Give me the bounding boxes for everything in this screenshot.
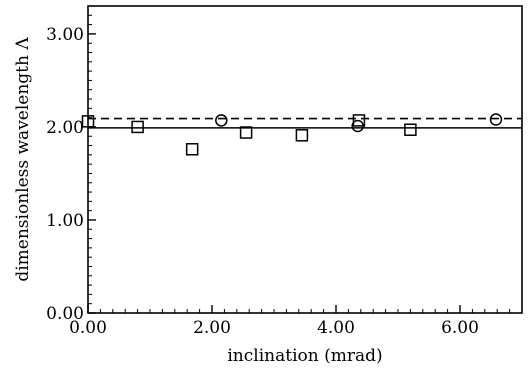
- x-tick-label: 0.00: [69, 318, 107, 338]
- square-data-point: [239, 126, 253, 139]
- x-tick-label: 4.00: [317, 318, 355, 338]
- y-axis-label: dimensionless wavelength Λ: [13, 37, 33, 282]
- circle-data-point: [215, 114, 228, 127]
- square-data-point: [81, 115, 95, 128]
- plot-frame: [87, 5, 523, 314]
- square-data-point: [404, 123, 417, 136]
- circle-data-point: [351, 119, 364, 133]
- square-data-point: [352, 114, 366, 127]
- y-tick-label: 3.00: [46, 25, 84, 45]
- reference-lines: [88, 117, 522, 129]
- y-tick-label: 1.00: [46, 211, 84, 231]
- square-data-point: [131, 120, 144, 134]
- data-markers: [81, 113, 503, 156]
- square-data-point: [295, 129, 309, 142]
- square-data-point: [185, 143, 199, 156]
- x-tick-label: 2.00: [193, 318, 231, 338]
- y-tick-label: 2.00: [46, 118, 84, 138]
- x-axis-label: inclination (mrad): [227, 346, 382, 366]
- x-tick-label: 6.00: [441, 318, 479, 338]
- plot-area-border: [87, 5, 523, 314]
- y-tick-label: 0.00: [46, 304, 84, 324]
- axis-ticks: [87, 5, 523, 314]
- circle-data-point: [489, 113, 503, 126]
- tick-labels: 0.00 2.00 4.00 6.00 0.00 1.00 2.00 3.00: [46, 25, 479, 338]
